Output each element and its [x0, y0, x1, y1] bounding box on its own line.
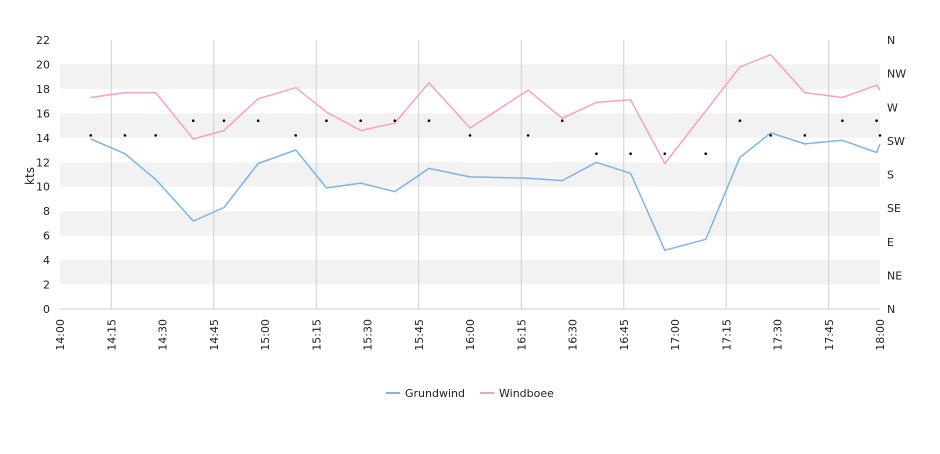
x-tick-label: 15:00: [259, 319, 272, 351]
direction-point: [294, 134, 298, 137]
y2-tick-label: N: [887, 34, 895, 47]
direction-point: [769, 134, 772, 137]
y-tick-label: 18: [36, 83, 50, 96]
y-axis-label: kts: [23, 167, 37, 185]
y-tick-label: 6: [43, 230, 50, 243]
y-tick-label: 14: [36, 132, 50, 145]
direction-point: [738, 119, 742, 122]
series-line-windboee: [90, 53, 881, 165]
x-tick-label: 14:00: [54, 319, 67, 351]
y2-tick-label: S: [887, 169, 894, 182]
y-tick-label: 10: [36, 181, 50, 194]
y2-tick-label: NE: [887, 269, 902, 282]
direction-point: [359, 119, 362, 122]
direction-point: [704, 152, 708, 156]
legend[interactable]: Grundwind Windboee: [386, 387, 554, 400]
plot-band: [60, 113, 880, 138]
direction-point: [841, 119, 844, 122]
x-tick-label: 16:45: [618, 319, 631, 351]
direction-point: [123, 134, 127, 137]
direction-point: [89, 134, 93, 137]
series-line-grundwind: [90, 132, 881, 252]
y-tick-label: 8: [43, 205, 50, 218]
direction-point: [595, 152, 598, 156]
x-tick-label: 15:45: [413, 319, 426, 351]
x-tick-label: 14:45: [208, 319, 221, 351]
series-lines: [90, 53, 881, 252]
direction-point: [663, 152, 667, 156]
legend-label-grundwind: Grundwind: [405, 387, 465, 400]
y2-tick-label: NW: [887, 68, 906, 81]
x-tick-label: 16:15: [515, 319, 528, 351]
x-tick-label: 17:30: [772, 319, 785, 351]
x-tick-label: 17:00: [669, 319, 682, 351]
plot-band: [60, 64, 880, 89]
y-tick-label: 0: [43, 303, 50, 316]
y-tick-label: 2: [43, 279, 50, 292]
plot-band: [60, 260, 880, 285]
y-tick-label: 16: [36, 107, 50, 120]
legend-item-windboee[interactable]: Windboee: [480, 387, 554, 400]
y-tick-label: 4: [43, 254, 50, 267]
y2-tick-label: E: [887, 236, 894, 249]
x-tick-label: 18:00: [874, 319, 887, 351]
x-tick-label: 14:30: [157, 319, 170, 351]
direction-point: [468, 134, 472, 137]
y-tick-label: 22: [36, 34, 50, 47]
direction-point: [427, 119, 431, 122]
direction-point: [878, 134, 882, 137]
x-tick-label: 14:15: [105, 319, 118, 351]
x-axis-ticks: 14:00 14:15 14:30 14:45 15:00 15:15 15:30 15:45…: [54, 319, 887, 351]
legend-label-windboee: Windboee: [499, 387, 554, 400]
direction-point: [325, 119, 328, 122]
y2-tick-label: SE: [887, 202, 901, 215]
legend-item-grundwind[interactable]: Grundwind: [386, 387, 465, 400]
direction-point: [393, 119, 397, 122]
y2-tick-label: N: [887, 303, 895, 316]
y-axis-ticks: 0 2 4 6 8 10 12 14 16 18 20 22: [36, 34, 50, 316]
direction-point: [191, 119, 195, 122]
y2-axis-ticks: N NE E SE S SW W NW N: [887, 34, 906, 316]
direction-point: [222, 119, 226, 122]
plot-bands: [60, 64, 880, 310]
plot-band: [60, 211, 880, 236]
direction-point: [629, 152, 632, 156]
x-tick-label: 16:30: [567, 319, 580, 351]
y-tick-label: 20: [36, 58, 50, 71]
direction-point: [560, 119, 564, 122]
direction-point: [526, 134, 530, 137]
x-tick-label: 15:30: [362, 319, 375, 351]
plot-band: [60, 162, 880, 187]
direction-points: [89, 119, 882, 156]
x-tick-label: 15:15: [310, 319, 323, 351]
y2-tick-label: W: [887, 101, 898, 114]
x-tick-label: 16:00: [464, 319, 477, 351]
x-tick-label: 17:45: [823, 319, 836, 351]
x-tick-label: 17:15: [720, 319, 733, 351]
direction-point: [875, 119, 878, 122]
direction-point: [154, 134, 157, 137]
y-tick-label: 12: [36, 156, 50, 169]
direction-point: [256, 119, 260, 122]
direction-point: [803, 134, 807, 137]
y2-tick-label: SW: [887, 135, 905, 148]
